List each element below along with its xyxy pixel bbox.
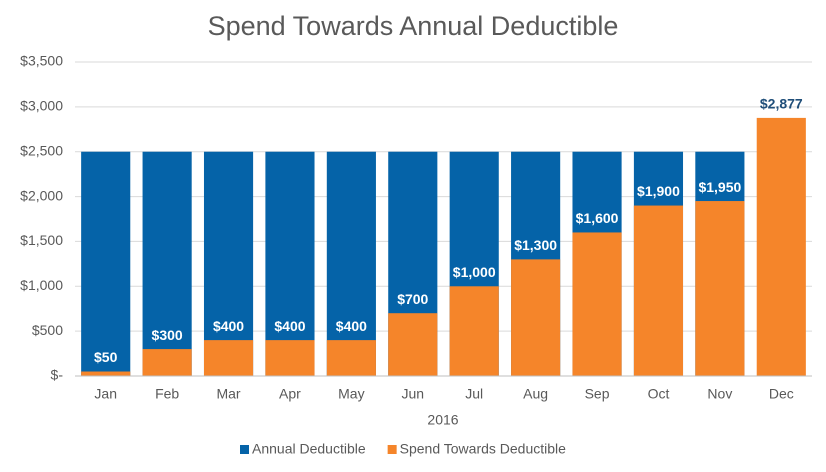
y-tick-label: $1,500 <box>20 232 63 248</box>
y-tick-label: $2,500 <box>20 142 63 158</box>
y-tick-label: $2,000 <box>20 187 63 203</box>
chart-title: Spend Towards Annual Deductible <box>208 11 619 41</box>
bar <box>572 232 622 376</box>
data-label: $1,600 <box>576 210 619 226</box>
data-label: $400 <box>213 318 244 334</box>
x-tick-label: Jan <box>94 386 117 402</box>
x-tick-label: Dec <box>769 386 794 402</box>
bar <box>142 349 192 376</box>
bar <box>695 201 745 376</box>
data-label: $700 <box>397 291 428 307</box>
bar <box>511 259 561 376</box>
y-tick-label: $- <box>51 367 64 383</box>
bar <box>326 340 376 376</box>
x-tick-label: Nov <box>707 386 732 402</box>
data-label: $400 <box>274 318 305 334</box>
x-tick-label: Jun <box>402 386 425 402</box>
bar <box>388 313 438 376</box>
x-tick-label: Aug <box>523 386 548 402</box>
bar <box>203 151 254 376</box>
data-label: $50 <box>94 349 118 365</box>
bar <box>756 117 806 376</box>
bar <box>449 286 499 376</box>
y-tick-label: $3,000 <box>20 98 63 114</box>
y-tick-label: $500 <box>32 322 63 338</box>
data-label: $300 <box>152 327 183 343</box>
bar <box>203 340 254 376</box>
data-label: $1,950 <box>698 179 741 195</box>
x-tick-label: Mar <box>216 386 240 402</box>
x-tick-label: Jul <box>465 386 483 402</box>
y-tick-label: $3,500 <box>20 53 63 69</box>
bar <box>326 151 376 376</box>
y-tick-label: $1,000 <box>20 277 63 293</box>
x-tick-label: Oct <box>648 386 670 402</box>
x-tick-label: Apr <box>279 386 301 402</box>
data-label: $1,300 <box>514 237 557 253</box>
data-label: $1,000 <box>453 264 496 280</box>
bar <box>633 205 684 376</box>
bar <box>81 151 131 376</box>
x-tick-label: Sep <box>585 386 610 402</box>
bar <box>142 151 192 376</box>
x-axis-label: 2016 <box>427 412 458 428</box>
legend-swatch <box>387 445 397 454</box>
x-tick-label: Feb <box>155 386 179 402</box>
legend-label: Annual Deductible <box>252 441 366 457</box>
x-tick-label: May <box>338 386 364 402</box>
bar <box>265 340 315 376</box>
legend-label: Spend Towards Deductible <box>400 441 567 457</box>
bar <box>81 371 131 376</box>
legend-swatch <box>240 445 249 454</box>
data-label: $2,877 <box>760 96 803 112</box>
data-label: $400 <box>336 318 367 334</box>
bar <box>265 151 315 376</box>
data-label: $1,900 <box>637 183 680 199</box>
